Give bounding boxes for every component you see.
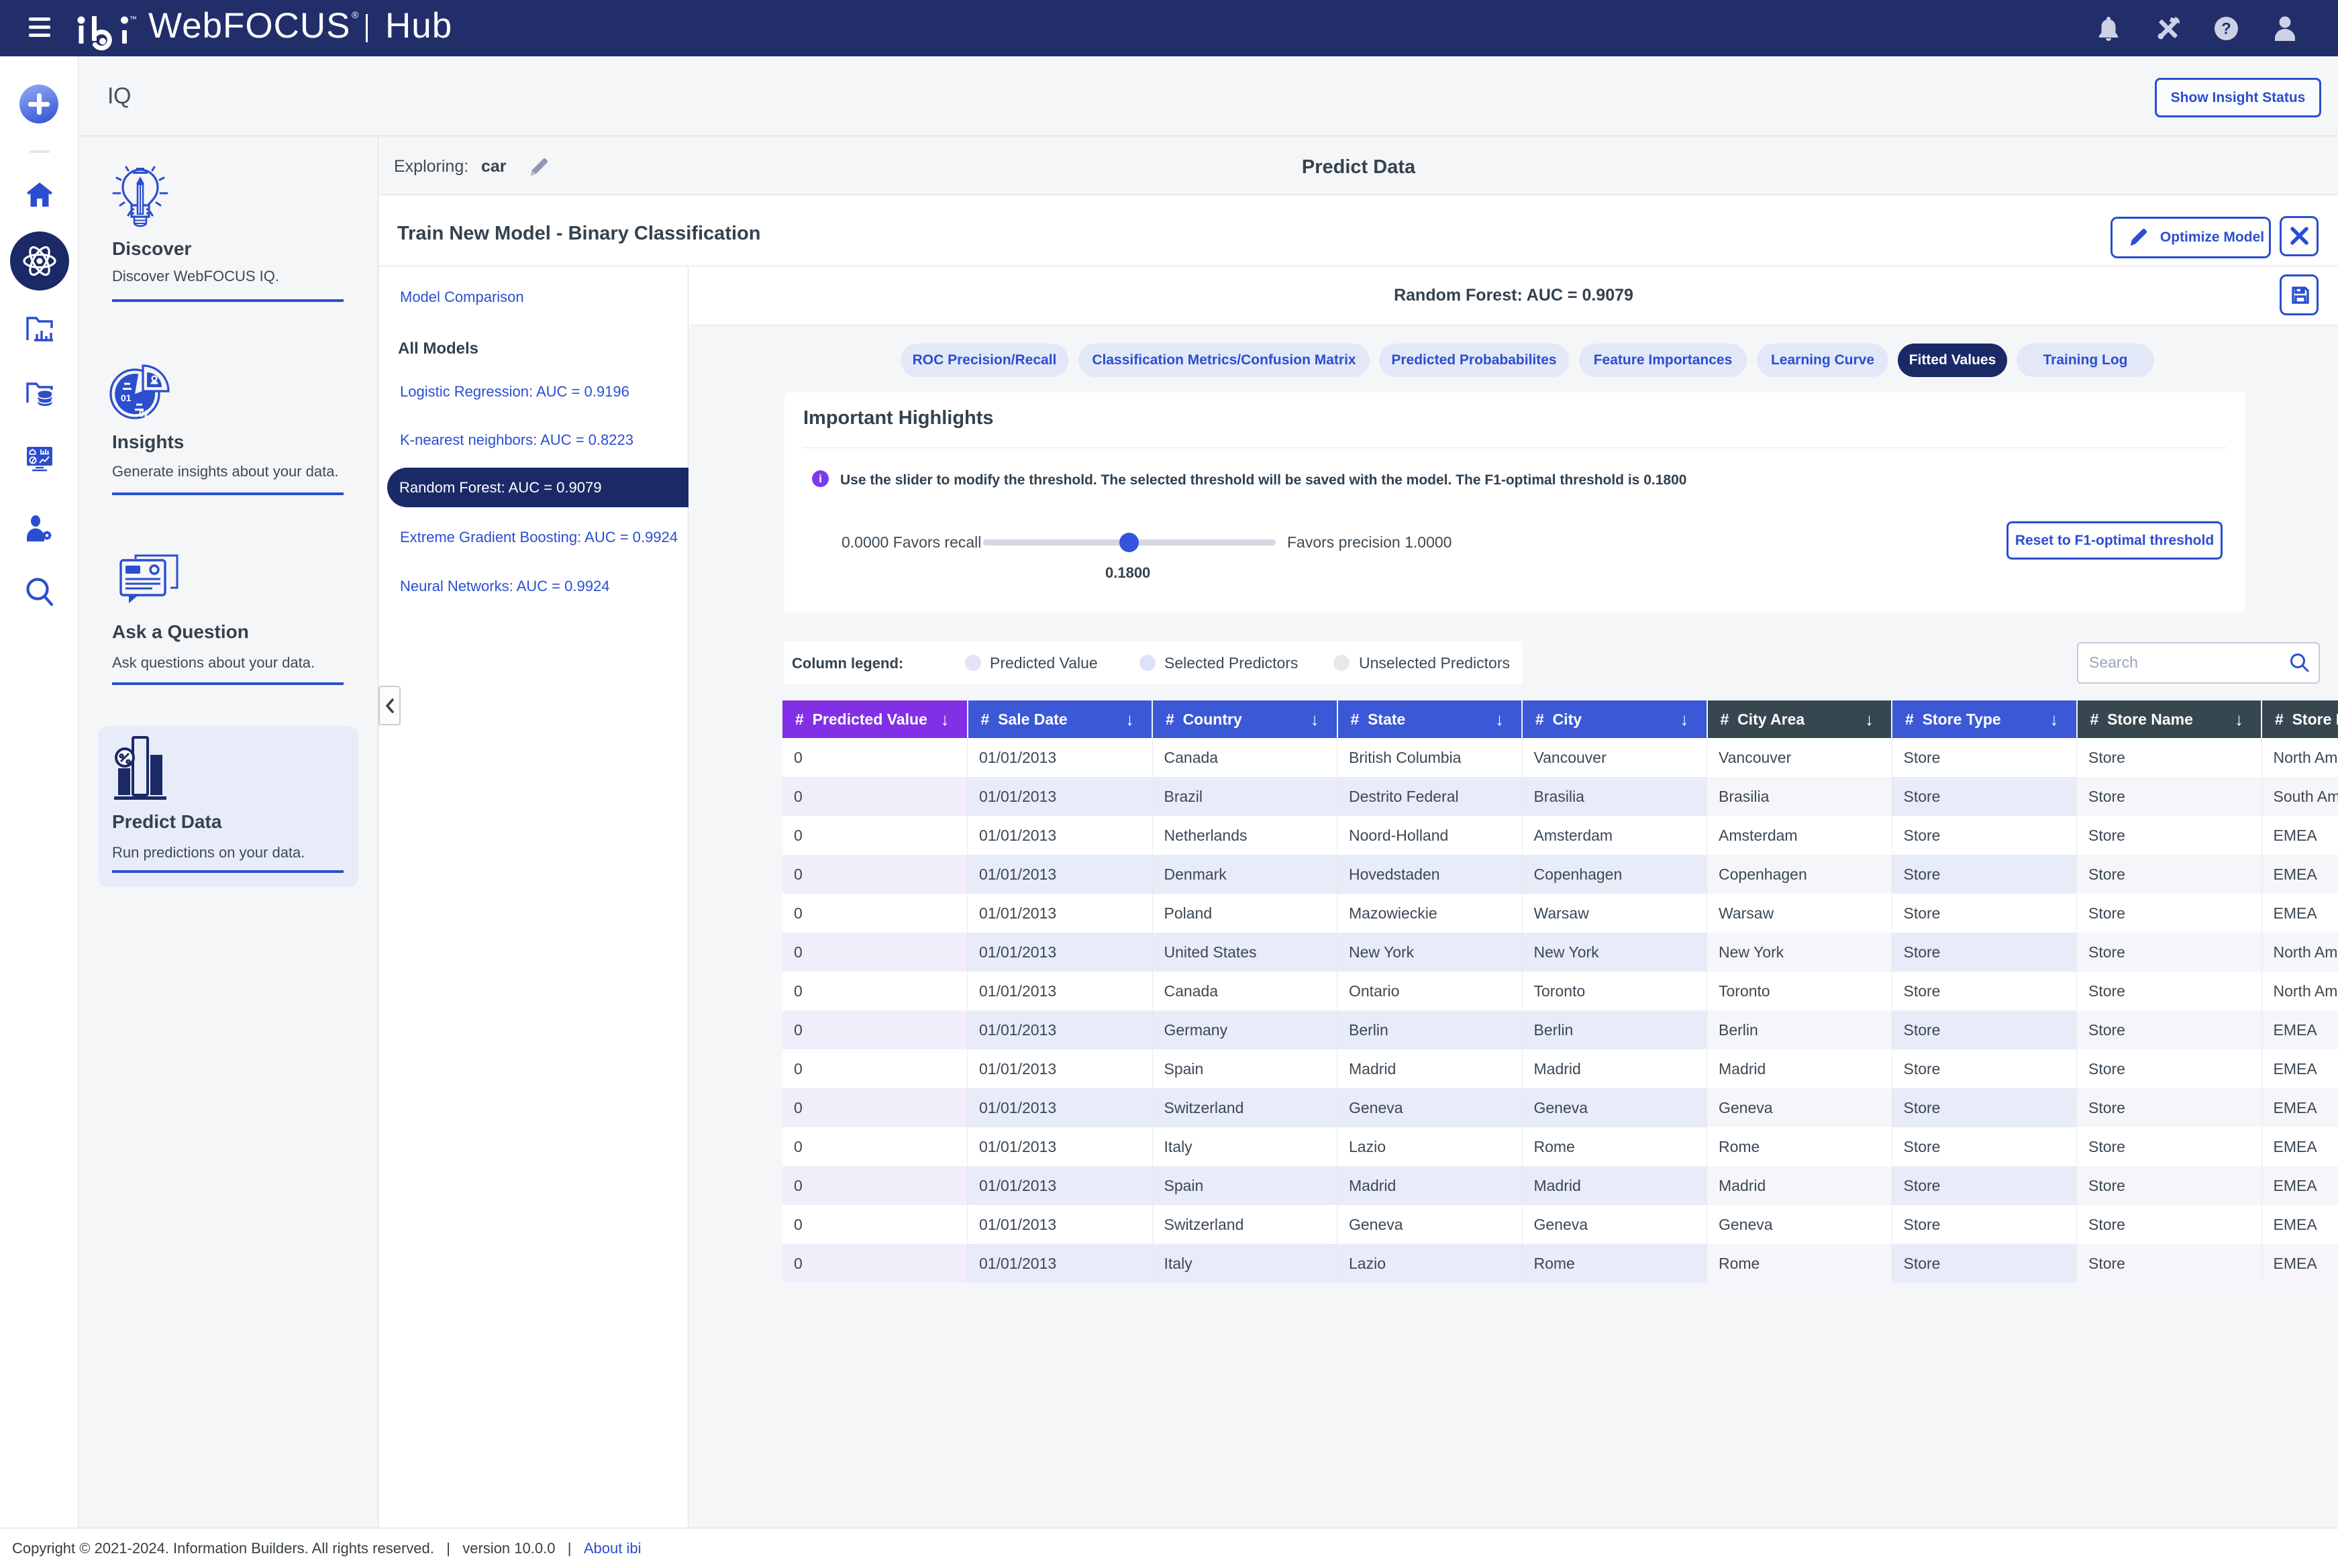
svg-text:01: 01 [121, 393, 132, 403]
svg-text:?: ? [2221, 20, 2231, 38]
svg-text:™: ™ [130, 15, 137, 23]
svg-text:02: 02 [139, 408, 150, 419]
